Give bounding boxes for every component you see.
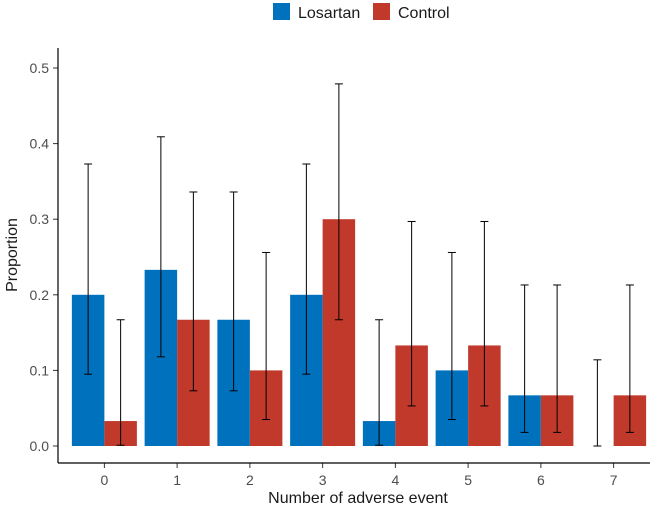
error-bar-control-0 <box>116 319 125 446</box>
legend: Losartan Control <box>273 3 450 22</box>
y-tick-label-0.0: 0.0 <box>30 438 50 454</box>
x-tick-label-0: 0 <box>100 472 108 488</box>
error-bar-losartan-0 <box>84 163 93 375</box>
x-tick-label-1: 1 <box>173 472 181 488</box>
error-bar-control-6 <box>553 284 562 433</box>
error-bar-losartan-5 <box>447 251 456 421</box>
error-bar-losartan-6 <box>520 284 529 433</box>
error-bars <box>84 83 634 447</box>
error-bar-control-3 <box>334 83 343 321</box>
error-bar-control-1 <box>189 191 198 392</box>
error-bar-control-5 <box>480 220 489 407</box>
error-bar-losartan-4 <box>375 319 384 446</box>
error-bar-losartan-7 <box>593 359 602 447</box>
y-tick-label-0.4: 0.4 <box>30 136 50 152</box>
x-tick-label-4: 4 <box>391 472 399 488</box>
x-tick-label-5: 5 <box>464 472 472 488</box>
error-bar-control-7 <box>625 284 634 433</box>
error-bar-losartan-2 <box>229 191 238 392</box>
legend-label-losartan: Losartan <box>298 5 360 22</box>
error-bar-losartan-1 <box>156 136 165 358</box>
y-tick-label-0.1: 0.1 <box>30 362 50 378</box>
y-axis-ticks: 0.0 0.1 0.2 0.3 0.4 0.5 <box>30 60 58 454</box>
x-tick-label-2: 2 <box>246 472 254 488</box>
x-tick-label-3: 3 <box>319 472 327 488</box>
error-bar-control-2 <box>262 251 271 421</box>
error-bar-losartan-3 <box>302 163 311 375</box>
bars <box>71 219 647 446</box>
x-tick-label-6: 6 <box>537 472 545 488</box>
y-axis-title: Proportion <box>4 218 21 292</box>
x-tick-label-7: 7 <box>610 472 618 488</box>
x-axis-title: Number of adverse event <box>268 490 448 507</box>
error-bar-control-4 <box>407 220 416 407</box>
legend-label-control: Control <box>398 5 450 22</box>
x-axis-ticks: 0 1 2 3 4 5 6 7 <box>100 463 618 488</box>
legend-swatch-control <box>373 3 390 20</box>
y-tick-label-0.3: 0.3 <box>30 211 50 227</box>
y-tick-label-0.2: 0.2 <box>30 287 50 303</box>
legend-swatch-losartan <box>273 3 290 20</box>
y-tick-label-0.5: 0.5 <box>30 60 50 76</box>
